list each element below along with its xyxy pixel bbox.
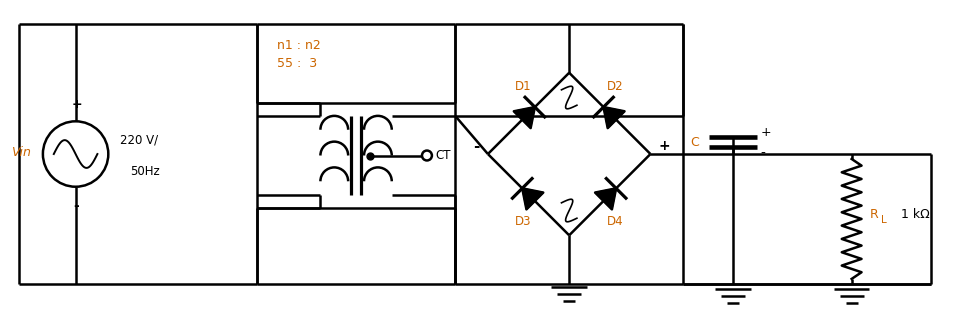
Text: D2: D2 <box>606 80 623 93</box>
Text: L: L <box>881 215 887 225</box>
Text: 1 kΩ: 1 kΩ <box>893 208 930 222</box>
Text: -: - <box>74 198 79 213</box>
Text: D1: D1 <box>516 80 532 93</box>
Text: D3: D3 <box>516 215 532 228</box>
Text: +: + <box>658 139 670 153</box>
Text: R: R <box>869 208 879 222</box>
Polygon shape <box>595 188 616 209</box>
Text: -: - <box>760 147 765 161</box>
Text: C: C <box>690 136 699 149</box>
Polygon shape <box>514 107 535 128</box>
Text: 220 V/: 220 V/ <box>120 134 159 147</box>
Polygon shape <box>604 107 625 128</box>
Text: D4: D4 <box>606 215 623 228</box>
Text: 55 :  3: 55 : 3 <box>277 57 317 70</box>
Text: +: + <box>760 126 771 139</box>
Text: -: - <box>474 139 480 154</box>
Text: CT: CT <box>435 149 451 162</box>
Text: Vin: Vin <box>11 146 32 159</box>
Text: n1 : n2: n1 : n2 <box>277 39 321 53</box>
Polygon shape <box>522 188 543 209</box>
Text: +: + <box>72 98 82 111</box>
Text: 50Hz: 50Hz <box>130 165 159 178</box>
